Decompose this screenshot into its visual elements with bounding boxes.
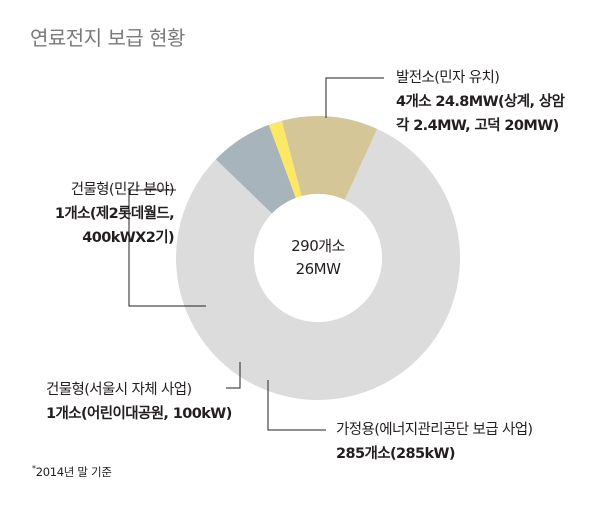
center-count-label: 290개소 [291,237,345,255]
label-bldg-seoul-name: 건물형(서울시 자체 사업) [46,382,192,398]
label-home: 가정용(에너지관리공단 보급 사업) 285개소(285kW) [336,418,533,466]
footnote-text: 2014년 말 기준 [35,465,112,479]
slice-building-private [281,116,378,200]
label-building-seoul: 건물형(서울시 자체 사업) 1개소(어린이대공원, 100kW) [46,378,232,426]
slice-home [215,124,296,214]
label-power-plant: 발전소(민자 유치) 4개소 24.8MW(상계, 상암 각 2.4MW, 고덕… [396,66,565,138]
leader-line-home [267,380,326,431]
label-building-private: 건물형(민간 분야) 1개소(제2롯데월드, 400kWX2기) [54,178,175,250]
label-bldg-priv-name: 건물형(민간 분야) [70,182,175,198]
label-power-detail-1: 4개소 24.8MW(상계, 상암 [396,94,565,110]
label-power-detail-2: 각 2.4MW, 고덕 20MW) [396,118,559,134]
chart-title: 연료전지 보급 현황 [30,26,185,50]
slice-power-plant [175,128,460,400]
center-capacity-label: 26MW [295,260,341,278]
label-power-name: 발전소(민자 유치) [396,70,500,86]
leader-line-power [325,77,384,118]
footnote: *2014년 말 기준 [32,464,112,480]
leader-line-bldg-seoul [226,362,241,389]
label-bldg-priv-detail-2: 400kWX2기) [82,230,174,246]
label-home-name: 가정용(에너지관리공단 보급 사업) [336,422,533,438]
label-bldg-priv-detail-1: 1개소(제2롯데월드, [54,206,175,222]
footnote-mark: * [32,464,36,474]
label-bldg-seoul-detail-1: 1개소(어린이대공원, 100kW) [46,406,232,422]
label-home-detail-1: 285개소(285kW) [336,446,456,462]
slice-building-seoul [268,120,302,198]
donut-hole [254,194,382,322]
leader-line-bldg-private [128,189,206,307]
